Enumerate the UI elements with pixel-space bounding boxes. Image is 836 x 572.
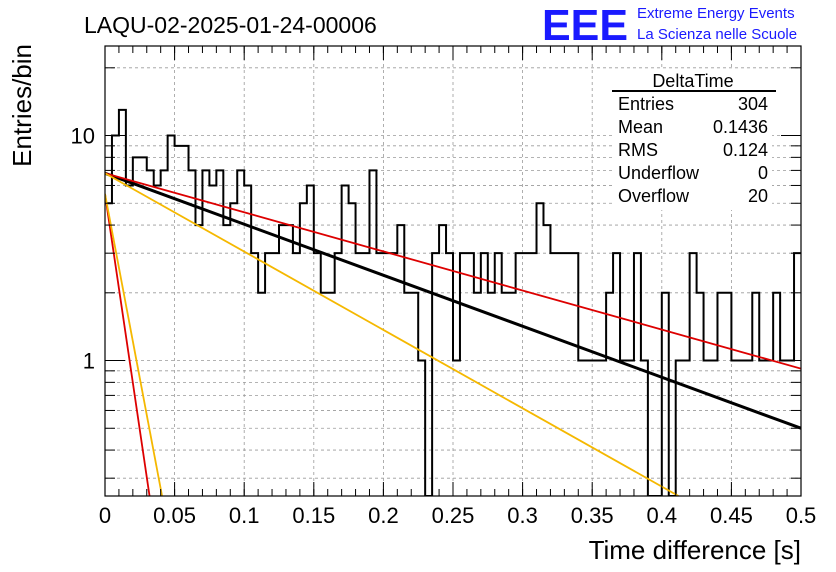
y-tick-label: 1 bbox=[83, 349, 95, 374]
stats-mean-label: Mean bbox=[618, 117, 663, 137]
x-axis-label: Time difference [s] bbox=[589, 535, 801, 565]
stats-box: DeltaTime Entries 304 Mean 0.1436 RMS 0.… bbox=[612, 70, 776, 210]
stats-entries-value: 304 bbox=[738, 94, 768, 114]
run-title: LAQU-02-2025-01-24-00006 bbox=[84, 12, 377, 38]
stats-overflow-value: 20 bbox=[748, 186, 768, 206]
fit-lines bbox=[105, 171, 801, 496]
stats-underflow-value: 0 bbox=[758, 163, 768, 183]
fit-line-orange bbox=[105, 172, 679, 496]
fit-line-red bbox=[105, 172, 801, 370]
x-tick-label: 0 bbox=[99, 503, 111, 528]
x-tick-label: 0.4 bbox=[647, 503, 678, 528]
x-tick-label: 0.2 bbox=[368, 503, 399, 528]
logo-line1: Extreme Energy Events bbox=[637, 5, 795, 22]
y-axis-label: Entries/bin bbox=[7, 44, 37, 167]
x-tick-label: 0.25 bbox=[432, 503, 475, 528]
y-tick-label: 10 bbox=[71, 124, 95, 149]
axis-ticks: 0 0.05 0.1 0.15 0.2 0.25 0.3 0.35 0.4 0.45 0.5 1 10 bbox=[71, 46, 817, 528]
x-tick-label: 0.5 bbox=[786, 503, 817, 528]
x-tick-label: 0.15 bbox=[292, 503, 335, 528]
fit-line-red bbox=[105, 193, 151, 496]
grid bbox=[105, 46, 801, 496]
logo-line2: La Scienza nelle Scuole bbox=[637, 26, 797, 43]
x-tick-label: 0.05 bbox=[153, 503, 196, 528]
stats-entries-label: Entries bbox=[618, 94, 674, 114]
x-tick-label: 0.3 bbox=[507, 503, 538, 528]
eee-logo: EEE bbox=[542, 1, 628, 50]
stats-underflow-label: Underflow bbox=[618, 163, 700, 183]
stats-title: DeltaTime bbox=[652, 71, 733, 91]
stats-mean-value: 0.1436 bbox=[713, 117, 768, 137]
x-tick-label: 0.35 bbox=[571, 503, 614, 528]
x-tick-label: 0.45 bbox=[710, 503, 753, 528]
x-tick-label: 0.1 bbox=[229, 503, 260, 528]
stats-rms-value: 0.124 bbox=[723, 140, 768, 160]
histogram-steps bbox=[105, 108, 801, 496]
stats-overflow-label: Overflow bbox=[618, 186, 690, 206]
stats-rms-label: RMS bbox=[618, 140, 658, 160]
fit-line-black bbox=[105, 171, 801, 430]
fit-line-orange bbox=[105, 193, 163, 496]
histogram bbox=[105, 108, 801, 496]
